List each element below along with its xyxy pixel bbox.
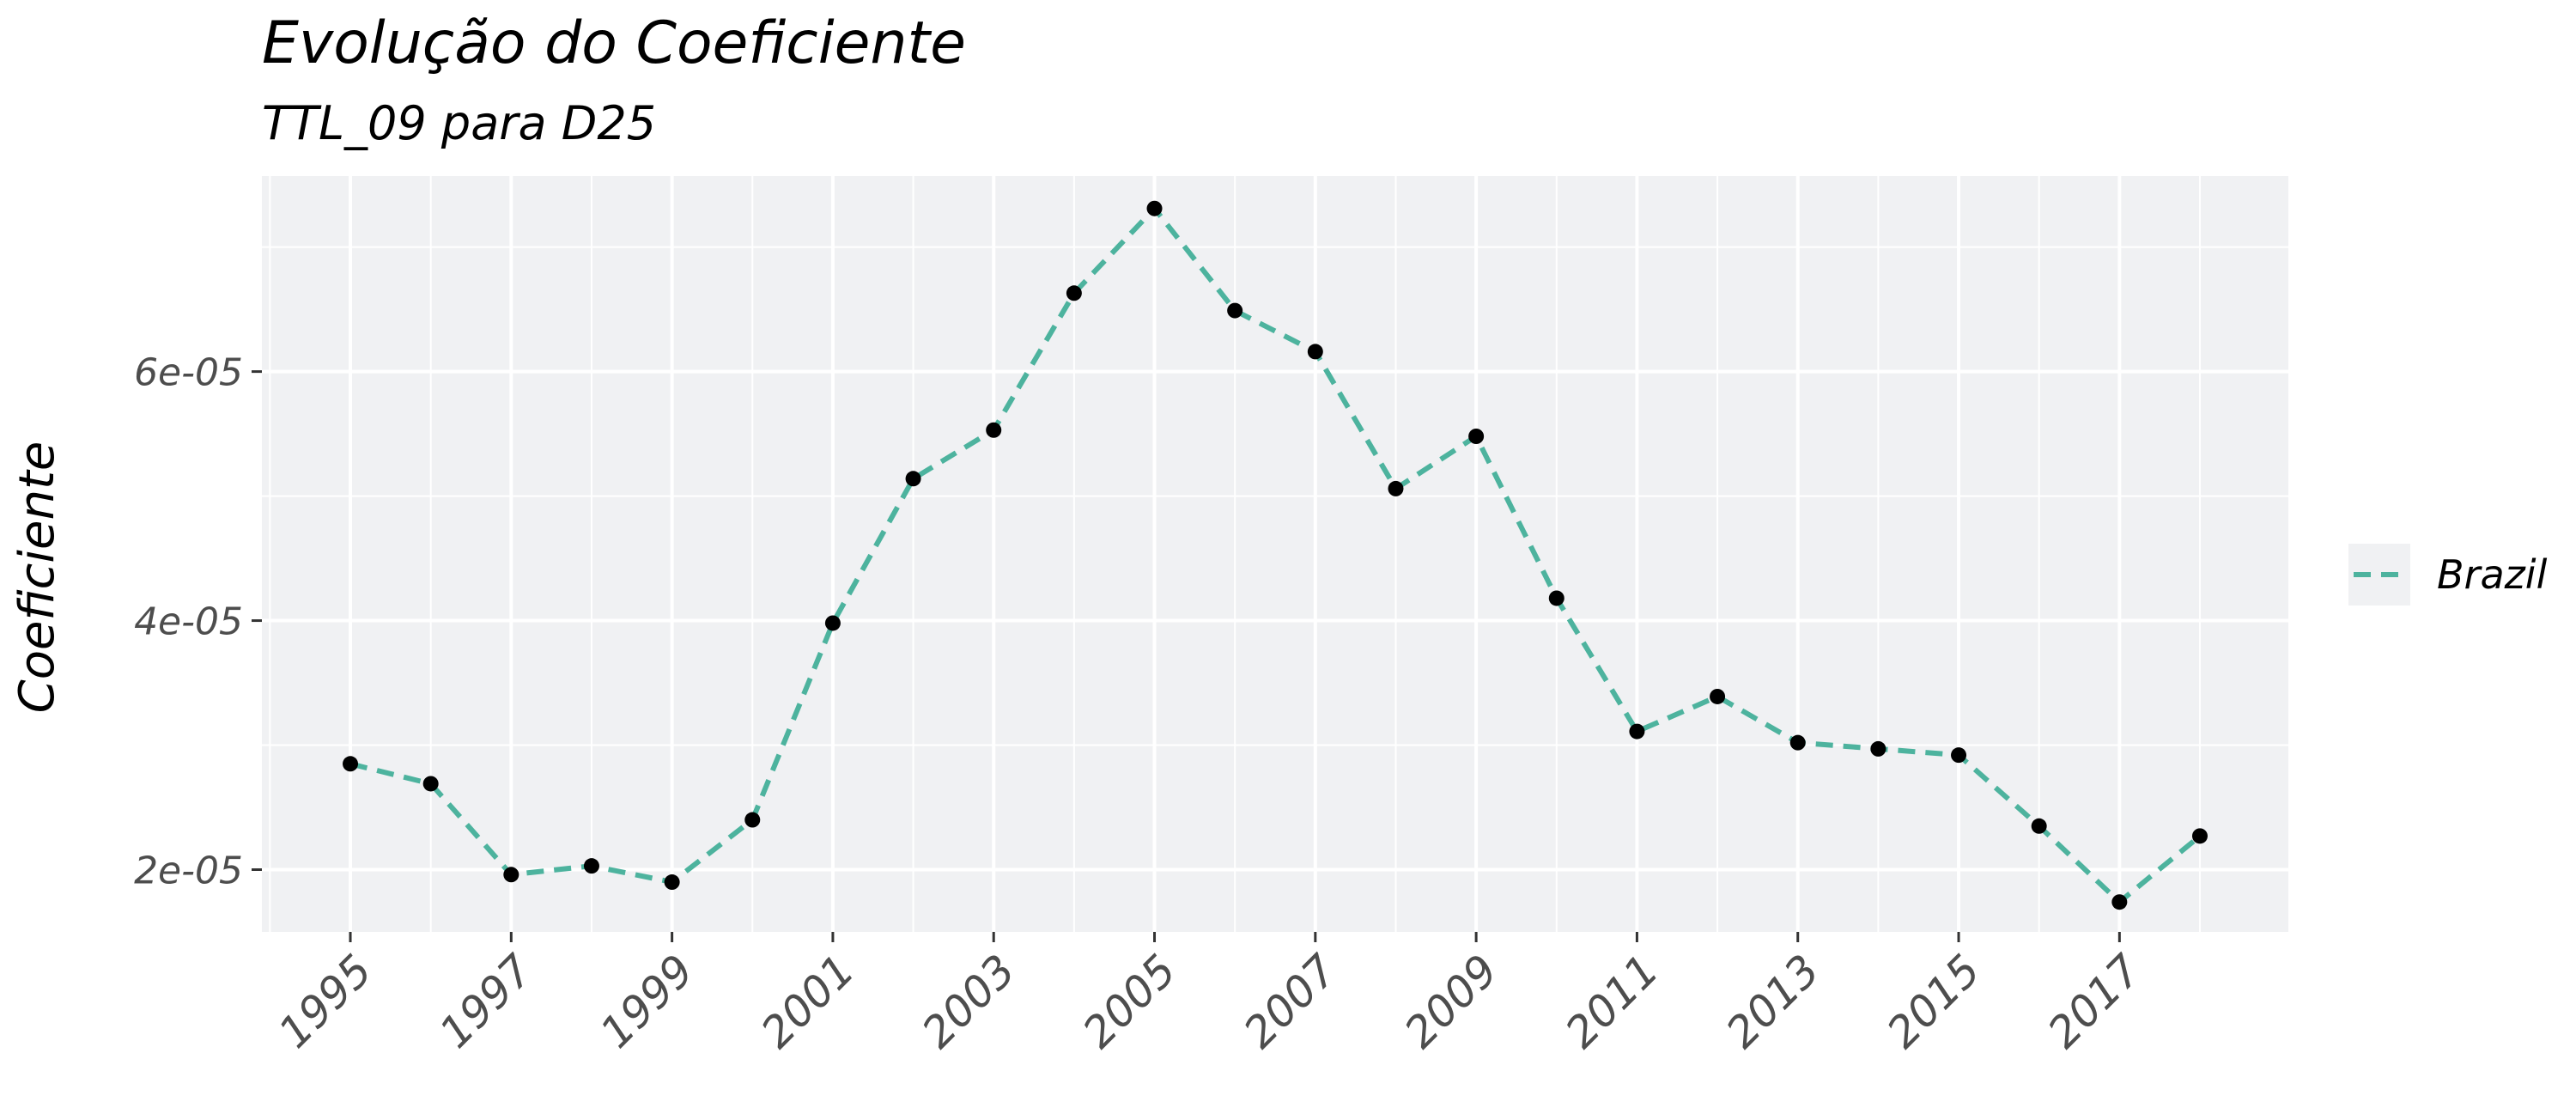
- data-point-2002: [905, 471, 921, 487]
- data-point-2004: [1066, 285, 1082, 301]
- chart-subtitle: TTL_09 para D25: [262, 96, 656, 150]
- data-point-2005: [1146, 200, 1163, 216]
- x-axis: 1995 1997 1999 2001 2003 2005 2007 2009 2011 2013…: [270, 932, 2151, 1057]
- data-point-1996: [422, 776, 439, 792]
- y-tick-label: 4e-05: [134, 600, 243, 644]
- x-tick-label: 1999: [591, 945, 703, 1057]
- x-tick-label: 2011: [1556, 945, 1668, 1057]
- x-tick-label: 1997: [430, 945, 543, 1057]
- y-axis-label: Coeficiente: [9, 441, 65, 714]
- data-point-2016: [2031, 818, 2047, 834]
- data-point-2003: [986, 422, 1002, 438]
- series-points: [343, 200, 2208, 910]
- data-point-2017: [2111, 894, 2128, 910]
- x-tick-label: 2007: [1234, 945, 1346, 1057]
- data-point-2012: [1710, 688, 1726, 704]
- data-point-2018: [2191, 828, 2208, 844]
- data-point-2015: [1951, 747, 1967, 764]
- x-tick-label: 2013: [1716, 945, 1829, 1057]
- y-tick-label: 6e-05: [134, 351, 243, 395]
- data-point-1998: [583, 858, 599, 874]
- major-gridlines: [262, 176, 2288, 932]
- x-tick-label: 2001: [751, 945, 864, 1057]
- x-tick-label: 2009: [1395, 945, 1508, 1057]
- chart-title: Evolução do Coeficiente: [262, 9, 966, 77]
- legend: Brazil: [2348, 544, 2548, 606]
- data-point-2007: [1307, 344, 1323, 360]
- legend-label-brazil: Brazil: [2437, 551, 2548, 598]
- data-point-2001: [824, 615, 841, 631]
- data-point-1995: [343, 756, 359, 772]
- x-tick-label: 1995: [270, 945, 382, 1057]
- data-point-2013: [1789, 734, 1806, 751]
- data-point-2009: [1468, 428, 1485, 444]
- data-point-2008: [1388, 480, 1404, 496]
- x-tick-label: 2003: [913, 945, 1025, 1057]
- data-point-1997: [503, 867, 519, 883]
- plot-panel: [262, 176, 2288, 932]
- data-point-2014: [1870, 740, 1886, 757]
- data-point-2006: [1227, 302, 1243, 319]
- x-tick-label: 2005: [1073, 945, 1186, 1057]
- data-point-1999: [664, 874, 680, 891]
- x-tick-label: 2015: [1878, 945, 1990, 1057]
- x-tick-label: 2017: [2038, 945, 2151, 1057]
- data-point-2000: [744, 812, 761, 828]
- y-tick-label: 2e-05: [134, 849, 243, 893]
- y-axis: 2e-05 4e-05 6e-05: [134, 351, 262, 893]
- data-point-2010: [1548, 590, 1564, 606]
- minor-gridlines: [262, 176, 2288, 932]
- data-point-2011: [1629, 723, 1645, 740]
